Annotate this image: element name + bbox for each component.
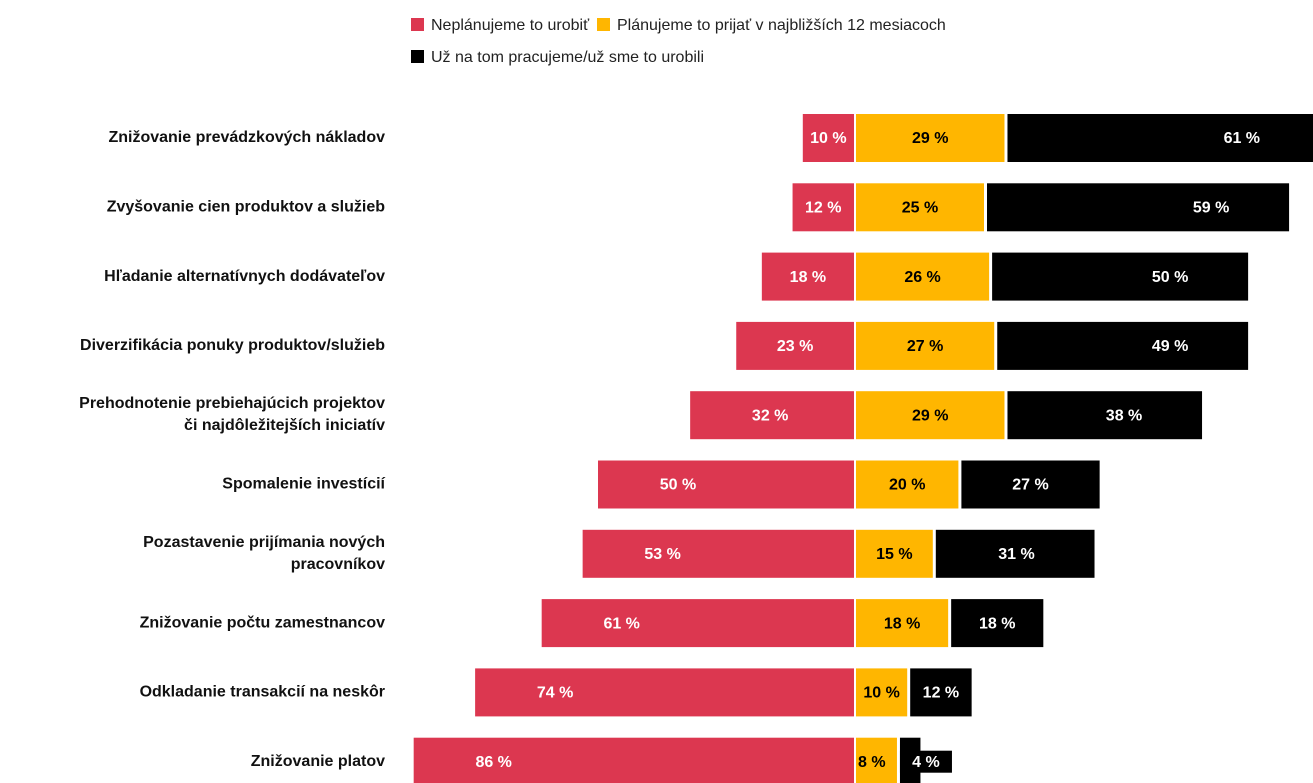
value-label: 50 %: [1152, 269, 1188, 286]
bar-segment: [856, 668, 908, 717]
value-label: 12 %: [923, 685, 959, 702]
bar-segment: [856, 529, 933, 578]
value-label: 18 %: [790, 269, 826, 286]
category-label: Znižovanie platov: [251, 753, 385, 770]
category-label: Znižovanie prevádzkových nákladov: [108, 129, 385, 146]
bar-segment: [961, 460, 1100, 509]
value-label: 59 %: [1193, 200, 1229, 217]
category-label: Diverzifikácia ponuky produktov/služieb: [80, 337, 385, 354]
category-label: Prehodnotenie prebiehajúcich projektov či…: [79, 395, 385, 434]
bar-segment: [541, 599, 854, 648]
bar-segment: [856, 391, 1005, 440]
value-label: 4 %: [912, 754, 940, 771]
bar-segment: [1007, 114, 1313, 162]
value-label: 25 %: [902, 200, 938, 217]
legend-swatch: [411, 18, 424, 31]
value-label: 26 %: [904, 269, 940, 286]
legend-label: Už na tom pracujeme/už sme to urobili: [431, 49, 704, 66]
category-label: Zvyšovanie cien produktov a služieb: [107, 199, 386, 216]
bar-segment: [736, 321, 854, 370]
value-label: 61 %: [1224, 130, 1260, 147]
value-label: 18 %: [884, 615, 920, 632]
bar-segment: [413, 737, 854, 783]
category-label: Hľadanie alternatívnych dodávateľov: [104, 268, 385, 285]
bar-segment: [951, 599, 1044, 648]
value-label: 23 %: [777, 338, 813, 355]
value-label: 49 %: [1152, 338, 1188, 355]
legend-swatch: [597, 18, 610, 31]
value-label: 32 %: [752, 407, 788, 424]
bar-segment: [987, 183, 1290, 232]
bar-segment: [690, 391, 854, 440]
bar-segment: [475, 668, 854, 717]
value-label: 18 %: [979, 615, 1015, 632]
value-label: 27 %: [907, 338, 943, 355]
bar-segment: [992, 252, 1249, 301]
value-label: 15 %: [876, 546, 912, 563]
bar-segment: [856, 321, 995, 370]
label-background: [899, 750, 952, 773]
bar-segment: [792, 183, 854, 232]
value-label: 20 %: [889, 477, 925, 494]
bar-segment: [802, 114, 854, 162]
bar-segment: [935, 529, 1095, 578]
value-label: 27 %: [1012, 477, 1048, 494]
category-label: Znižovanie počtu zamestnancov: [140, 614, 385, 631]
value-label: 29 %: [912, 407, 948, 424]
value-label: 10 %: [810, 130, 846, 147]
value-label: 50 %: [660, 477, 696, 494]
bar-segment: [761, 252, 854, 301]
bar-segment: [598, 460, 854, 509]
bar-segment: [856, 252, 990, 301]
value-label: 10 %: [863, 685, 899, 702]
bar-segment: [582, 529, 854, 578]
value-label: 31 %: [998, 546, 1034, 563]
value-label: 38 %: [1106, 407, 1142, 424]
value-label: 29 %: [912, 130, 948, 147]
category-label: Odkladanie transakcií na neskôr: [140, 684, 385, 701]
value-label: 53 %: [644, 546, 680, 563]
bar-segment: [1007, 391, 1203, 440]
category-label: Spomalenie investícií: [222, 476, 385, 493]
bar-segment: [856, 599, 949, 648]
bar-segment: [997, 321, 1249, 370]
bar-segment: [856, 114, 1005, 162]
category-label: Pozastavenie prijímania nových pracovníko…: [143, 534, 385, 573]
bar-segment: [910, 668, 972, 717]
legend-swatch: [411, 50, 424, 63]
bar-segment: [856, 737, 897, 783]
value-label: 61 %: [603, 615, 639, 632]
bar-segment: [856, 183, 984, 232]
value-label: 74 %: [537, 685, 573, 702]
value-label: 8 %: [858, 754, 886, 771]
bar-segment: [856, 460, 959, 509]
legend-label: Neplánujeme to urobiť: [431, 17, 590, 34]
value-label: 86 %: [475, 754, 511, 771]
legend-label: Plánujeme to prijať v najbližších 12 mes…: [617, 17, 946, 34]
value-label: 12 %: [805, 200, 841, 217]
